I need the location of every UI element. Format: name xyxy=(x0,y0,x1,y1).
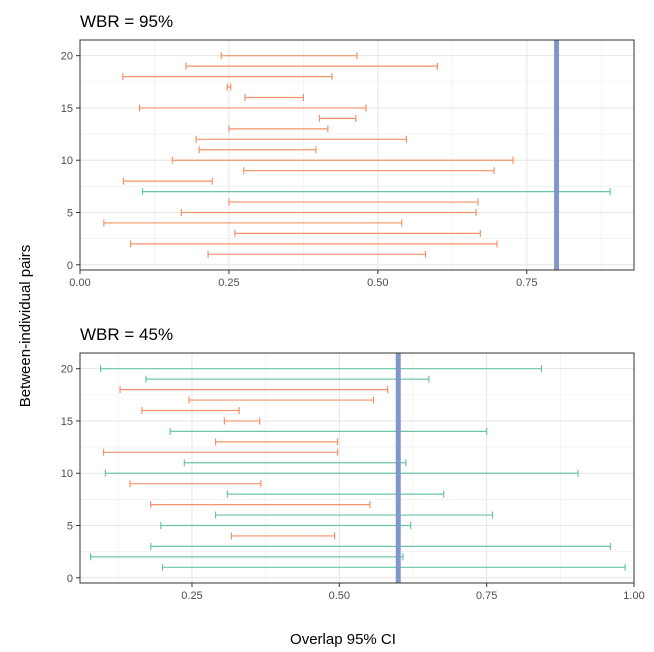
error-bar xyxy=(160,522,412,529)
y-tick-label: 10 xyxy=(61,468,73,480)
error-bar xyxy=(318,114,357,122)
panel-title: WBR = 95% xyxy=(80,12,173,31)
x-tick-label: 0.50 xyxy=(367,277,388,289)
panel-border xyxy=(79,39,635,271)
error-bar xyxy=(90,553,404,561)
panel-border xyxy=(79,352,635,584)
error-bar xyxy=(180,209,477,216)
error-bar xyxy=(122,73,333,81)
y-tick-label: 15 xyxy=(61,103,73,115)
error-bar xyxy=(214,438,339,446)
y-tick-label: 15 xyxy=(61,416,73,428)
error-bar xyxy=(102,448,339,456)
y-tick-label: 0 xyxy=(67,573,73,585)
x-tick-label: 0.25 xyxy=(218,277,239,289)
error-bar xyxy=(226,490,445,498)
y-tick-label: 5 xyxy=(67,208,73,220)
error-bar xyxy=(230,532,336,540)
error-bar xyxy=(104,469,579,477)
error-bar xyxy=(122,177,213,185)
error-bar xyxy=(138,104,367,112)
error-bar xyxy=(244,94,304,101)
error-bar xyxy=(220,52,358,60)
error-bar xyxy=(234,229,481,237)
panel-title: WBR = 45% xyxy=(80,325,173,344)
x-tick-label: 0.75 xyxy=(476,590,497,602)
error-bar xyxy=(171,156,514,164)
panel-2: 0.25 0.50 0.75 1.00 0 5 10 15 20 WBR = 45% xyxy=(61,325,645,602)
error-bar xyxy=(150,542,612,550)
x-tick-label: 0.75 xyxy=(516,277,537,289)
error-bar xyxy=(228,125,329,133)
x-tick-label: 0.25 xyxy=(181,590,202,602)
x-tick-label: 1.00 xyxy=(623,590,644,602)
error-bar xyxy=(119,386,389,394)
error-bar xyxy=(141,188,611,196)
error-bar xyxy=(141,407,240,414)
error-bar xyxy=(103,219,403,227)
y-tick-label: 20 xyxy=(61,364,73,376)
error-bar xyxy=(198,146,317,154)
error-bar xyxy=(185,62,439,70)
error-bar xyxy=(223,417,261,425)
error-bar xyxy=(161,563,626,571)
error-bar xyxy=(214,511,494,519)
error-bar xyxy=(228,198,479,206)
plot-background xyxy=(80,353,634,583)
y-tick-label: 20 xyxy=(61,51,73,63)
y-tick-label: 5 xyxy=(67,521,73,533)
y-axis-title: Between-individual pairs xyxy=(17,245,34,408)
error-bar xyxy=(145,375,430,383)
x-axis-title: Overlap 95% CI xyxy=(290,631,396,648)
error-bar xyxy=(195,135,408,143)
panel-1: 0.00 0.25 0.50 0.75 0 5 10 15 20 WBR = 95% xyxy=(61,12,635,289)
error-bar xyxy=(169,427,488,435)
y-tick-label: 10 xyxy=(61,155,73,167)
error-bar xyxy=(130,240,498,248)
error-bar xyxy=(100,365,543,373)
x-tick-label: 0.00 xyxy=(69,277,90,289)
error-bar xyxy=(207,250,427,258)
error-bar xyxy=(188,396,375,404)
x-tick-label: 0.50 xyxy=(329,590,350,602)
error-bar xyxy=(183,459,407,467)
error-bar xyxy=(150,501,371,509)
plot-background xyxy=(80,40,634,270)
y-tick-label: 0 xyxy=(67,260,73,272)
error-bar xyxy=(243,167,495,175)
error-bar xyxy=(226,83,232,91)
error-bar xyxy=(129,480,262,488)
